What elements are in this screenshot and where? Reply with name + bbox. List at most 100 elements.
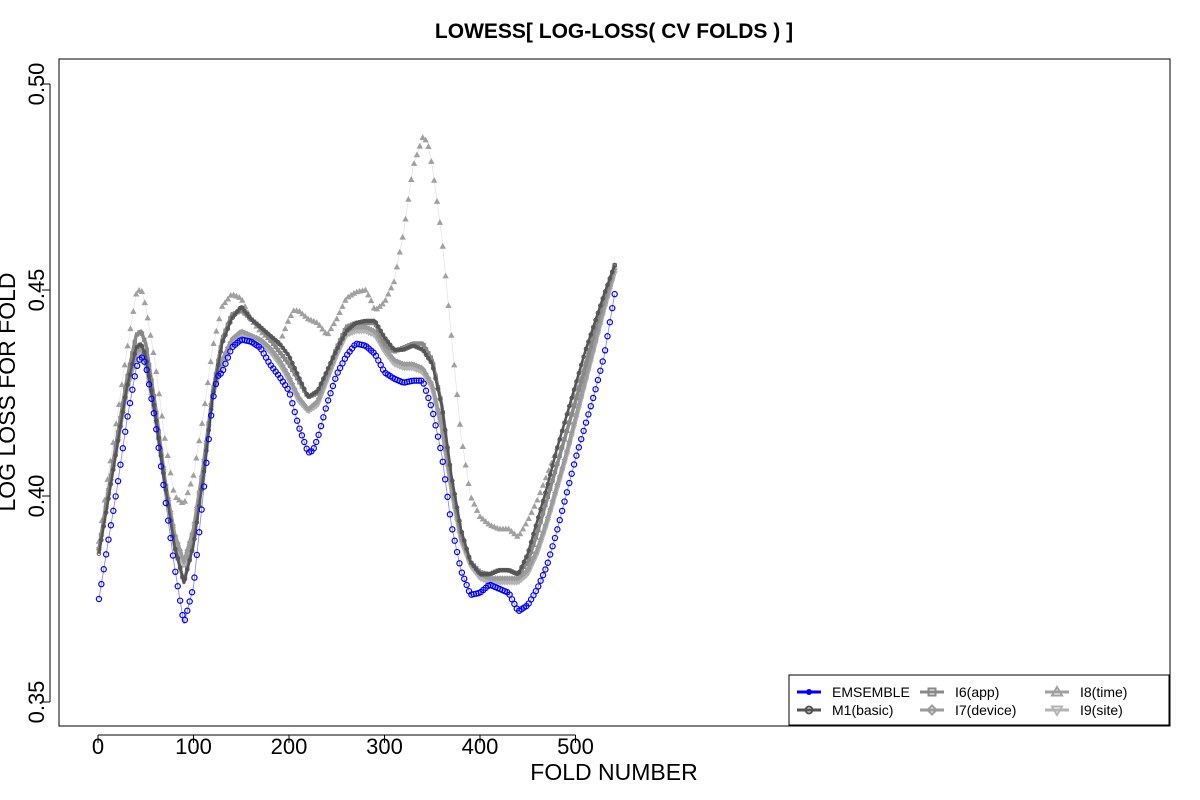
- data-point: [162, 499, 170, 507]
- data-point: [287, 355, 293, 361]
- data-point: [595, 317, 601, 322]
- x-tick-label: 300: [366, 734, 403, 759]
- data-point: [423, 347, 429, 352]
- data-point: [164, 452, 171, 459]
- data-point: [525, 515, 532, 522]
- data-point: [410, 160, 418, 166]
- data-point: [459, 443, 467, 449]
- data-point: [192, 536, 197, 542]
- plot-frame: [58, 58, 1171, 727]
- data-point: [141, 358, 148, 365]
- data-point: [188, 589, 196, 596]
- series-i6-app: [96, 263, 617, 585]
- data-point: [114, 477, 122, 485]
- data-point: [323, 371, 329, 376]
- legend-label: I9(site): [1080, 702, 1123, 718]
- data-point: [586, 353, 591, 358]
- data-point: [557, 453, 562, 458]
- data-point: [148, 395, 155, 402]
- data-point: [397, 347, 403, 353]
- data-point: [181, 616, 189, 624]
- legend-item-emsemble: EMSEMBLE: [797, 684, 910, 700]
- data-point: [157, 463, 165, 470]
- data-point: [456, 560, 463, 567]
- data-point: [433, 376, 438, 381]
- data-point: [555, 461, 560, 467]
- data-point: [287, 312, 295, 318]
- data-point: [327, 390, 334, 397]
- data-point: [133, 290, 140, 297]
- data-point: [425, 143, 432, 150]
- data-point: [361, 318, 367, 324]
- data-point: [580, 427, 587, 435]
- data-point: [123, 387, 128, 392]
- data-point: [368, 318, 374, 324]
- data-point: [568, 429, 575, 436]
- data-point: [108, 481, 114, 487]
- data-point: [151, 393, 157, 399]
- data-point: [347, 291, 355, 298]
- legend-label: I6(app): [955, 684, 999, 700]
- data-point: [184, 607, 191, 614]
- series-layer: [95, 134, 618, 624]
- legend-swatch-marker: [927, 687, 937, 697]
- data-point: [405, 195, 412, 202]
- data-point: [430, 410, 437, 418]
- data-point: [227, 320, 233, 325]
- data-point: [559, 428, 565, 434]
- data-point: [544, 559, 552, 566]
- data-point: [456, 420, 464, 427]
- data-point: [239, 296, 246, 303]
- data-point: [225, 322, 231, 327]
- data-point: [407, 344, 412, 350]
- legend-label: I8(time): [1080, 684, 1127, 700]
- data-point: [120, 401, 126, 406]
- data-point: [471, 500, 478, 507]
- data-point: [528, 549, 534, 555]
- data-point: [107, 522, 115, 529]
- data-point: [468, 494, 475, 501]
- data-point: [285, 360, 290, 365]
- legend-item-i6-app: I6(app): [920, 684, 999, 700]
- data-point: [145, 381, 153, 388]
- data-point: [413, 151, 421, 158]
- data-point: [205, 435, 212, 443]
- data-point: [120, 409, 126, 415]
- data-point: [597, 367, 604, 374]
- legend-item-m1-basic: M1(basic): [797, 702, 893, 718]
- data-point: [461, 575, 468, 583]
- data-point: [516, 569, 522, 575]
- data-point: [390, 278, 398, 285]
- data-point: [559, 445, 565, 450]
- data-point: [415, 377, 423, 384]
- data-point: [115, 401, 123, 407]
- data-point: [210, 393, 217, 400]
- data-point: [176, 597, 184, 604]
- data-point: [347, 323, 352, 328]
- data-point: [440, 410, 446, 415]
- data-point: [542, 474, 550, 481]
- data-point: [329, 382, 337, 390]
- data-point: [207, 412, 215, 419]
- data-point: [539, 571, 547, 579]
- legend-item-i8-time: I8(time): [1045, 684, 1127, 700]
- data-point: [282, 348, 288, 354]
- data-point: [98, 580, 105, 588]
- data-point: [567, 420, 572, 425]
- data-point: [339, 303, 346, 309]
- data-point: [451, 361, 458, 368]
- data-point: [435, 386, 441, 392]
- data-point: [118, 424, 123, 429]
- data-point: [330, 355, 336, 361]
- data-point: [543, 490, 548, 496]
- data-point: [375, 324, 381, 329]
- data-point: [416, 345, 422, 351]
- data-point: [127, 372, 133, 377]
- data-point: [425, 375, 432, 382]
- data-point: [547, 472, 553, 478]
- legend-swatch-marker: [1050, 685, 1064, 697]
- data-point: [390, 348, 395, 353]
- data-point: [507, 568, 512, 573]
- data-point: [336, 309, 343, 316]
- data-point: [225, 326, 231, 332]
